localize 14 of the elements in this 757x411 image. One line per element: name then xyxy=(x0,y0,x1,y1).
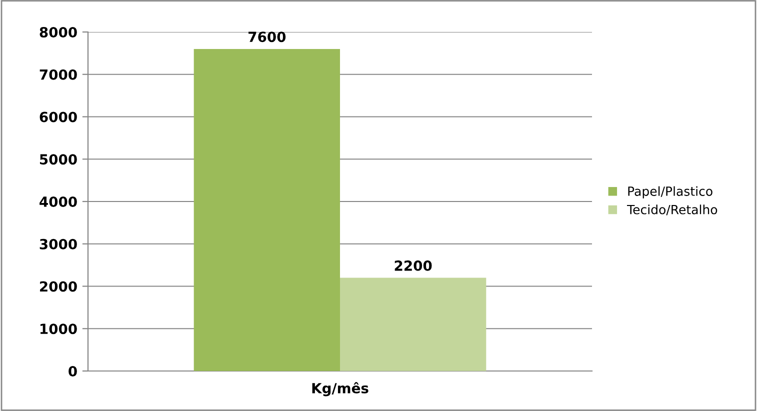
y-tick-label: 7000 xyxy=(40,69,77,80)
y-tick-label: 2000 xyxy=(40,281,77,292)
y-tick-label: 4000 xyxy=(40,196,77,207)
legend-label: Papel/Plastico xyxy=(628,186,712,198)
data-label: 7600 xyxy=(248,32,286,42)
y-tick-label: 6000 xyxy=(40,112,77,122)
data-label: 2200 xyxy=(394,260,432,271)
y-tick-label: 8000 xyxy=(40,26,77,38)
y-tick-label: 1000 xyxy=(40,324,77,334)
y-tick-label: 0 xyxy=(68,366,77,376)
x-tick-label: Kg/mês xyxy=(312,382,368,396)
legend-label: Tecido/Retalho xyxy=(627,204,718,216)
y-tick-label: 3000 xyxy=(40,238,77,250)
y-tick-label: 5000 xyxy=(40,154,77,165)
